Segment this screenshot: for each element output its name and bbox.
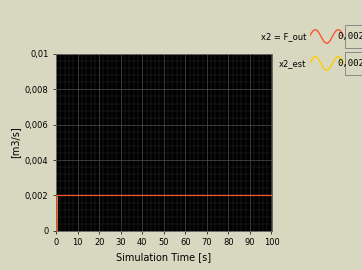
Text: 0,0020: 0,0020 xyxy=(337,32,362,41)
Text: x2 = F_out: x2 = F_out xyxy=(261,32,306,41)
Y-axis label: [m3/s]: [m3/s] xyxy=(10,127,21,158)
Text: 0,0020: 0,0020 xyxy=(337,59,362,68)
X-axis label: Simulation Time [s]: Simulation Time [s] xyxy=(116,252,211,262)
Text: x2_est: x2_est xyxy=(279,59,306,68)
